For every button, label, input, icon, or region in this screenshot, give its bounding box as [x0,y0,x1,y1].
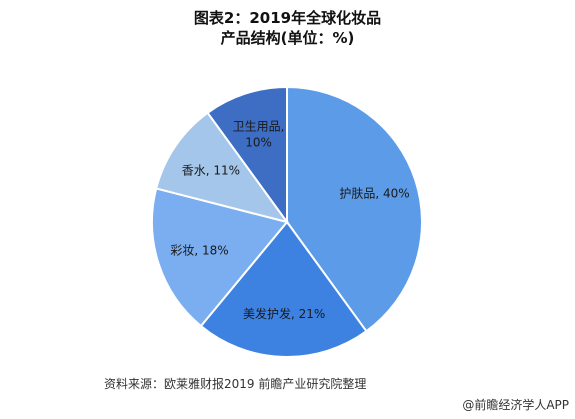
pie-slice-5 [206,85,288,226]
slice-label-1: 护肤品, 40% [339,186,409,201]
pie-slice-1 [286,85,423,333]
pie-slice-4 [155,111,290,224]
chart-title: 图表2：2019年全球化妆品产品结构(单位：%) [193,9,382,47]
pie-slice-2 [199,220,368,358]
slice-label-4: 香水, 11% [182,163,240,177]
slice-label-3: 彩妆, 18% [170,243,228,257]
source-note: 资料来源：欧莱雅财报2019 前瞻产业研究院整理 [104,377,367,391]
pie-slice-3 [151,187,289,328]
slice-label-2: 美发护发, 21% [243,306,325,321]
watermark-text: @前瞻经济学人APP [462,398,569,412]
slice-label-5: 卫生用品, 10% [233,120,285,150]
